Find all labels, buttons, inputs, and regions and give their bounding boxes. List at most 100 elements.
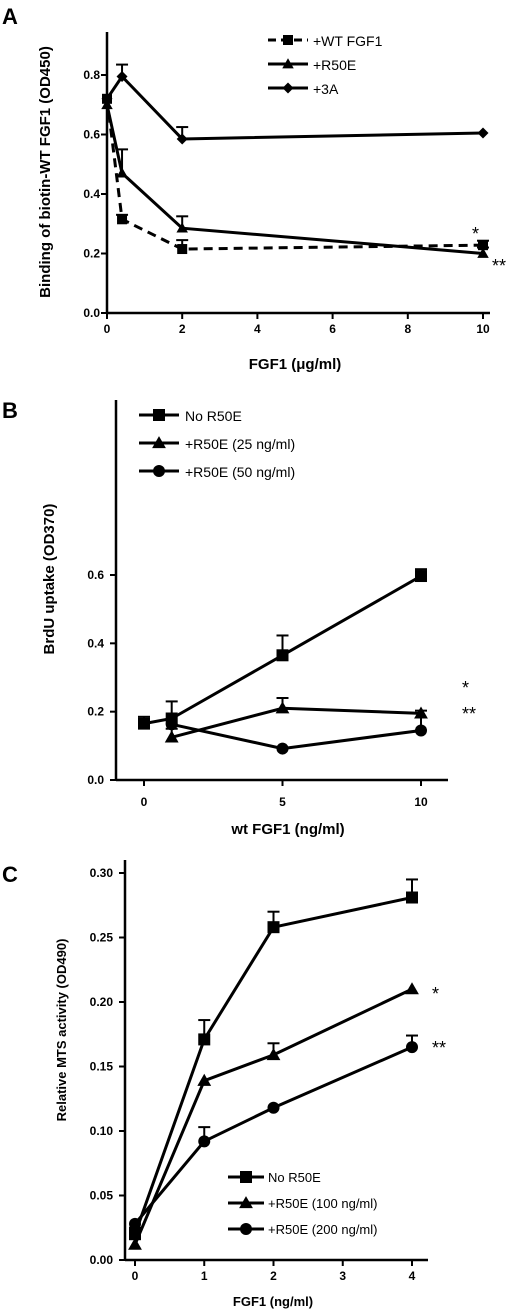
panel-b-y-tick-label: 0.4 [87, 636, 104, 650]
panel-a-series-1-point [478, 240, 488, 251]
panel-b-x-tick-label: 10 [414, 795, 428, 809]
panel-b-letter: B [2, 398, 18, 423]
panel-a-annotation-double-star: ** [492, 256, 506, 276]
panel-c-series-3-point [267, 1101, 280, 1114]
panel-c-legend-swatch-marker [240, 1171, 252, 1183]
panel-b-x-tick-label: 0 [141, 795, 148, 809]
panel-b-y-tick-label: 0.6 [87, 568, 104, 582]
panel-c-x-tick-label: 0 [132, 1269, 139, 1283]
panel-b-legend-label-r50e-50: +R50E (50 ng/ml) [185, 464, 295, 480]
panel-c-legend-label-r50e-100: +R50E (100 ng/ml) [268, 1196, 377, 1211]
panel-c-y-tick-label: 0.30 [90, 866, 114, 880]
panel-c-series-2-line [133, 987, 413, 1246]
panel-c-y-tick-label: 0.20 [90, 995, 114, 1009]
panel-a-y-axis-label: Binding of biotin-WT FGF1 (OD450) [37, 46, 54, 298]
panel-b-x-tick-label: 5 [279, 795, 286, 809]
panel-b-series-1-line [143, 574, 422, 726]
panel-a-series-2-point [176, 222, 188, 233]
panel-b-annotation-single-star: * [462, 678, 469, 698]
panel-a-legend-swatch-marker [282, 58, 294, 69]
panel-c-y-tick-label: 0.15 [90, 1060, 114, 1074]
panel-c-series-2-point [128, 1237, 142, 1250]
panel-a-series-1-line [105, 98, 484, 251]
panel-a-annotation-single-star: * [472, 224, 479, 244]
panel-a-series-3-point [101, 93, 113, 105]
panel-b-legend: No R50E +R50E (25 ng/ml) +R50E (50 ng/ml… [185, 408, 295, 480]
panel-b-x-axis-label: wt FGF1 (ng/ml) [230, 821, 344, 838]
panel-c-series-3-point [198, 1135, 211, 1148]
panel-a-legend-label-3a: +3A [313, 81, 339, 97]
panel-b-series-1-point [415, 570, 427, 583]
panel-b-legend-label-no-r50e: No R50E [185, 408, 242, 424]
panel-b-y-axis-label: BrdU uptake (OD370) [41, 504, 58, 655]
panel-c-annotation-double-star: ** [432, 1038, 446, 1058]
panel-b-plot: 0 5 10 0.0 0.2 0.4 0.6 [87, 400, 448, 809]
panel-a-legend-label-r50e: +R50E [313, 57, 356, 73]
panel-b-legend-swatch-marker [153, 465, 165, 477]
panel-a-series-3-point [477, 127, 489, 139]
panel-a-letter: A [2, 4, 18, 29]
panel-c-y-tick-label: 0.00 [90, 1253, 114, 1267]
panel-a-x-axis-label: FGF1 (μg/ml) [249, 356, 342, 373]
panel-a-series-1-point [117, 214, 128, 225]
panel-a-legend: +WT FGF1 +R50E +3A [313, 33, 383, 97]
panel-c-y-tick-label: 0.10 [90, 1124, 114, 1138]
panel-a-legend-swatch-marker [283, 35, 293, 45]
panel-c-series-3-point [406, 1041, 418, 1054]
panel-a-x-tick-label: 0 [104, 322, 111, 336]
panel-c-legend-swatch-marker [240, 1223, 252, 1235]
panel-b-annotation-double-star: ** [462, 704, 476, 724]
panel-b-legend-label-r50e-25: +R50E (25 ng/ml) [185, 436, 295, 452]
panel-b-legend-swatch-marker [152, 436, 166, 449]
panel-b-series-3-point [415, 724, 427, 737]
panel-b-series-1-point [138, 717, 150, 730]
panel-a-y-tick-label: 0.6 [83, 128, 100, 142]
panel-a-series-3-point [176, 133, 188, 145]
panel-c-plot: 0 1 2 3 4 0.00 0.05 0.10 0.15 0.20 0.25 0.30 [90, 860, 428, 1283]
panel-a-x-tick-label: 8 [404, 322, 411, 336]
panel-b-series-2-point [164, 730, 179, 743]
panel-c-series-1-point [267, 921, 280, 934]
panel-c-series-2-point [266, 1047, 281, 1061]
panel-a-legend-swatch-marker [282, 82, 294, 94]
panel-c-x-tick-label: 1 [201, 1269, 208, 1283]
panel-c-y-axis-label: Relative MTS activity (OD490) [54, 939, 69, 1122]
panel-c-x-tick-label: 3 [339, 1269, 346, 1283]
panel-a-x-tick-label: 10 [476, 322, 490, 336]
panel-c-x-axis-label: FGF1 (ng/ml) [233, 1294, 313, 1309]
panel-a-series-3-line [105, 74, 484, 141]
panel-b-y-tick-label: 0.0 [87, 773, 104, 787]
panel-b-series-3-point [276, 742, 289, 755]
panel-a-x-tick-label: 2 [179, 322, 186, 336]
panel-a-series-2-point [477, 247, 489, 258]
panel-b-series-1-point [276, 649, 289, 662]
panel-a-plot: 0 2 4 6 8 10 0.0 0.2 0.4 0.6 0.8 [83, 32, 490, 336]
panel-c-x-tick-label: 2 [270, 1269, 277, 1283]
panel-c-legend-swatch-marker [239, 1196, 253, 1209]
panel-c-series-3-line [133, 1045, 413, 1225]
panel-b-series-2-point [275, 701, 290, 714]
panel-c-y-tick-label: 0.05 [90, 1189, 114, 1203]
panel-b-y-tick-label: 0.2 [87, 705, 104, 719]
panel-a-series-2-point [116, 167, 128, 178]
panel-a-y-tick-label: 0.4 [83, 187, 100, 201]
panel-c-series-2-point [405, 982, 419, 995]
panel-a-y-tick-label: 0.2 [83, 247, 100, 261]
panel-c-series-3-point [129, 1217, 141, 1230]
panel-c-letter: C [2, 862, 18, 887]
panel-c-series-2-point [197, 1073, 212, 1086]
panel-c-y-tick-label: 0.25 [90, 931, 114, 945]
panel-a-legend-label-wt-fgf1: +WT FGF1 [313, 33, 383, 49]
panel-c-legend-label-r50e-200: +R50E (200 ng/ml) [268, 1222, 377, 1237]
panel-c-legend-label-no-r50e: No R50E [268, 1170, 321, 1185]
panel-a-series-3-point [116, 70, 128, 82]
panel-b-legend-swatch-marker [153, 409, 165, 421]
panel-c-series-1-point [406, 891, 418, 904]
panel-c-x-tick-label: 4 [409, 1269, 416, 1283]
panel-a-x-tick-label: 4 [254, 322, 261, 336]
panel-a-y-tick-label: 0.0 [83, 306, 100, 320]
panel-c-series-1-line [133, 896, 413, 1235]
panel-c-annotation-single-star: * [432, 984, 439, 1004]
panel-c-series-1-point [198, 1033, 211, 1046]
